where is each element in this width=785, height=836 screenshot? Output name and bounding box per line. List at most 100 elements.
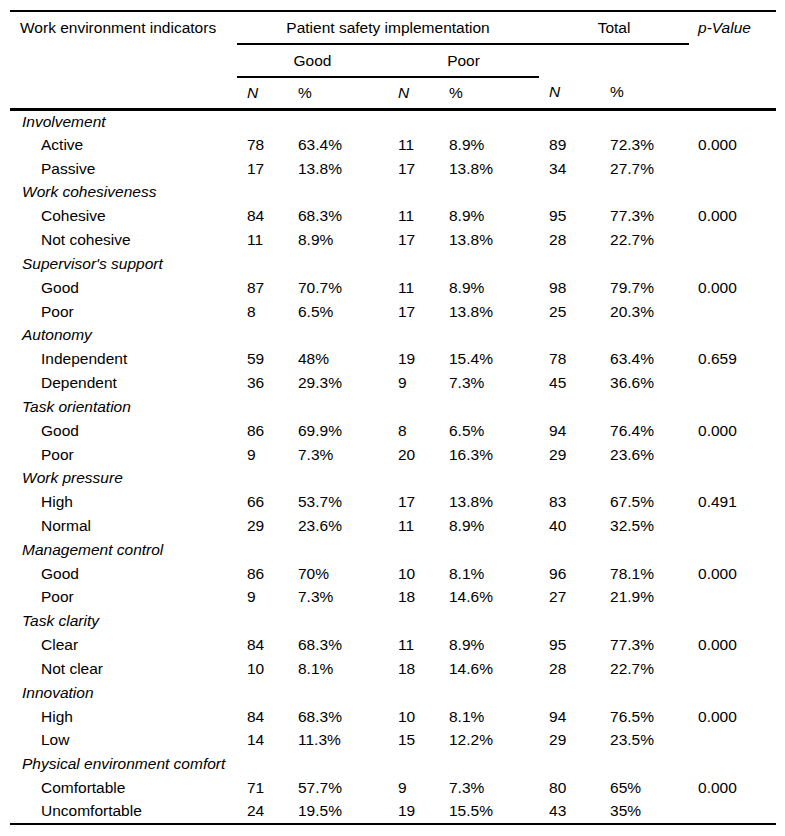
poor-n-cell: 17 [388,300,441,324]
good-pct-cell: 7.3% [290,443,388,467]
indicator-cell: Independent [10,347,237,371]
total-pct-cell: 32.5% [600,514,689,538]
poor-pct-cell: 15.4% [441,347,539,371]
poor-n-cell: 18 [388,657,441,681]
indicator-cell: Good [10,562,237,586]
good-n-cell: 14 [237,729,290,753]
header-good: Good [237,44,388,77]
total-pct-cell: 78.1% [600,562,689,586]
indicator-cell: Uncomfortable [10,800,237,824]
poor-n-cell: 19 [388,800,441,824]
table-row: Low1411.3%1512.2%2923.5% [10,729,776,753]
total-pct-cell: 76.4% [600,419,689,443]
indicator-cell: Clear [10,633,237,657]
good-n-cell: 84 [237,633,290,657]
poor-pct-cell: 15.5% [441,800,539,824]
table-row: Poor86.5%1713.8%2520.3% [10,300,776,324]
good-pct-cell: 69.9% [290,419,388,443]
total-n-cell: 96 [539,562,600,586]
header-poor-n: N [388,77,441,109]
p-value-cell: 0.000 [689,133,776,157]
poor-n-cell: 18 [388,586,441,610]
section-row: Management control [10,538,776,562]
good-pct-cell: 8.1% [290,657,388,681]
table-body: InvolvementActive7863.4%118.9%8972.3%0.0… [10,109,776,824]
p-value-cell [689,586,776,610]
total-pct-cell: 27.7% [600,157,689,181]
section-title: Task clarity [10,609,776,633]
poor-n-cell: 20 [388,443,441,467]
good-pct-cell: 53.7% [290,490,388,514]
table-row: Poor97.3%2016.3%2923.6% [10,443,776,467]
good-n-cell: 11 [237,228,290,252]
total-n-cell: 94 [539,419,600,443]
good-n-cell: 59 [237,347,290,371]
table-row: Comfortable7157.7%97.3%8065%0.000 [10,776,776,800]
good-pct-cell: 70.7% [290,276,388,300]
poor-n-cell: 10 [388,562,441,586]
total-n-cell: 94 [539,705,600,729]
poor-n-cell: 11 [388,133,441,157]
header-good-n: N [237,77,290,109]
poor-pct-cell: 16.3% [441,443,539,467]
total-n-cell: 29 [539,729,600,753]
good-pct-cell: 8.9% [290,228,388,252]
total-n-cell: 34 [539,157,600,181]
p-value-cell: 0.000 [689,419,776,443]
indicator-cell: Active [10,133,237,157]
poor-pct-cell: 8.1% [441,705,539,729]
total-pct-cell: 63.4% [600,347,689,371]
poor-pct-cell: 13.8% [441,228,539,252]
header-total: Total [539,11,689,44]
header-indicator: Work environment indicators [10,11,237,109]
table-row: Good8770.7%118.9%9879.7%0.000 [10,276,776,300]
p-value-cell: 0.000 [689,705,776,729]
page-background: Work environment indicators Patient safe… [0,0,785,836]
total-pct-cell: 67.5% [600,490,689,514]
table-row: Not cohesive118.9%1713.8%2822.7% [10,228,776,252]
total-pct-cell: 76.5% [600,705,689,729]
indicator-cell: Not clear [10,657,237,681]
header-p-value: p-Value [689,11,776,109]
p-value-cell [689,514,776,538]
poor-pct-cell: 14.6% [441,657,539,681]
good-n-cell: 71 [237,776,290,800]
p-value-cell: 0.000 [689,633,776,657]
good-pct-cell: 7.3% [290,586,388,610]
total-n-cell: 95 [539,633,600,657]
poor-pct-cell: 13.8% [441,490,539,514]
good-pct-cell: 29.3% [290,371,388,395]
indicator-cell: Not cohesive [10,228,237,252]
p-value-cell [689,800,776,824]
good-n-cell: 17 [237,157,290,181]
indicator-cell: Low [10,729,237,753]
table-row: Poor97.3%1814.6%2721.9% [10,586,776,610]
poor-n-cell: 10 [388,705,441,729]
p-value-cell [689,300,776,324]
section-title: Work pressure [10,466,776,490]
section-title: Supervisor's support [10,252,776,276]
total-pct-cell: 36.6% [600,371,689,395]
indicator-cell: Poor [10,443,237,467]
table-row: Independent5948%1915.4%7863.4%0.659 [10,347,776,371]
total-n-cell: 40 [539,514,600,538]
good-pct-cell: 23.6% [290,514,388,538]
good-pct-cell: 13.8% [290,157,388,181]
section-row: Innovation [10,681,776,705]
p-value-cell: 0.491 [689,490,776,514]
indicator-cell: Poor [10,586,237,610]
p-value-cell [689,228,776,252]
section-row: Autonomy [10,323,776,347]
poor-n-cell: 11 [388,276,441,300]
section-title: Management control [10,538,776,562]
good-n-cell: 66 [237,490,290,514]
good-n-cell: 9 [237,443,290,467]
indicator-cell: Good [10,276,237,300]
section-row: Work pressure [10,466,776,490]
total-n-cell: 95 [539,204,600,228]
poor-n-cell: 11 [388,204,441,228]
total-n-cell: 25 [539,300,600,324]
indicator-cell: Good [10,419,237,443]
good-n-cell: 9 [237,586,290,610]
good-pct-cell: 19.5% [290,800,388,824]
